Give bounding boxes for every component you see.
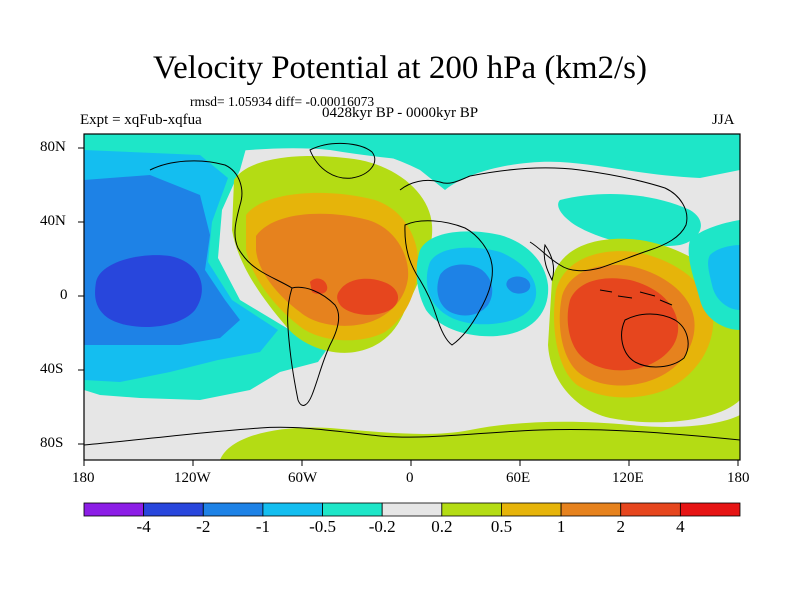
- colorbar-swatch: [560, 502, 622, 517]
- season-label: JJA: [712, 112, 735, 128]
- x-tick-120e: 120E: [612, 470, 644, 486]
- coast-africa: [404, 220, 493, 346]
- colorbar-swatch: [441, 502, 502, 517]
- experiment-label: Expt = xqFub-xqfua: [80, 112, 202, 128]
- coast-australia: [621, 313, 689, 368]
- map-frame: [83, 133, 741, 461]
- contour-eastpac-cyan: [708, 245, 740, 310]
- colorbar-swatch: [620, 502, 681, 517]
- colorbar-label: -1: [255, 517, 270, 536]
- x-tick-60e: 60E: [506, 470, 531, 486]
- contour-atlantic-red: [337, 278, 399, 315]
- colorbar-swatch: [202, 502, 264, 517]
- contour-pacific-darkblue: [95, 255, 202, 328]
- contour-eurasia-teal2: [558, 194, 701, 247]
- colorbar-swatch: [679, 502, 741, 517]
- colorbar: [83, 502, 741, 517]
- contour-africa-blue: [437, 264, 493, 316]
- colorbar-label: 4: [676, 517, 685, 536]
- y-tick-40n: 40N: [40, 213, 66, 229]
- x-tick-0: 0: [406, 470, 414, 486]
- coast-europe: [399, 175, 471, 191]
- y-tick-80s: 80S: [40, 435, 64, 451]
- colorbar-label: -0.5: [309, 517, 336, 536]
- contour-southern-green: [220, 415, 740, 460]
- y-tick-40s: 40S: [40, 361, 64, 377]
- colorbar-label: 0.2: [431, 517, 453, 536]
- colorbar-swatch: [501, 502, 562, 517]
- colorbar-label: -0.2: [368, 517, 396, 536]
- colorbar-label: 2: [616, 517, 625, 536]
- x-tick-120w: 120W: [174, 470, 211, 486]
- coast-india: [543, 243, 555, 282]
- contour-atlantic-red-small: [310, 278, 328, 294]
- contour-field: [84, 134, 740, 460]
- colorbar-swatch: [83, 502, 145, 517]
- coast-antarctica: [84, 426, 740, 446]
- stats-text: rmsd= 1.05934 diff= -0.00016073: [190, 94, 375, 109]
- colorbar-label: -4: [136, 517, 151, 536]
- axis-ticks: [78, 147, 739, 466]
- y-tick-0: 0: [60, 287, 68, 303]
- coast-greenland: [309, 142, 376, 179]
- period-label: 0428kyr BP - 0000kyr BP: [322, 105, 479, 121]
- coastlines: [84, 142, 740, 446]
- coast-asia: [469, 167, 688, 272]
- map-title: Velocity Potential at 200 hPa (km2/s): [152, 50, 648, 86]
- contour-north-teal: [84, 134, 740, 163]
- coast-indonesia: [599, 289, 673, 306]
- colorbar-swatch: [262, 502, 323, 517]
- coast-south-america: [287, 286, 340, 406]
- x-tick-180e: 180: [727, 470, 750, 486]
- colorbar-label: 1: [556, 517, 566, 536]
- x-tick-60w: 60W: [288, 470, 318, 486]
- y-tick-80n: 80N: [40, 139, 66, 155]
- colorbar-swatch: [143, 502, 204, 517]
- x-tick-180w: 180: [72, 470, 95, 486]
- colorbar-label: 0.5: [490, 517, 513, 536]
- contour-africa-blue-small: [506, 276, 531, 294]
- colorbar-label: -2: [196, 517, 211, 536]
- colorbar-swatch: [322, 502, 383, 517]
- colorbar-swatch: [381, 502, 443, 517]
- coast-north-america: [149, 160, 293, 289]
